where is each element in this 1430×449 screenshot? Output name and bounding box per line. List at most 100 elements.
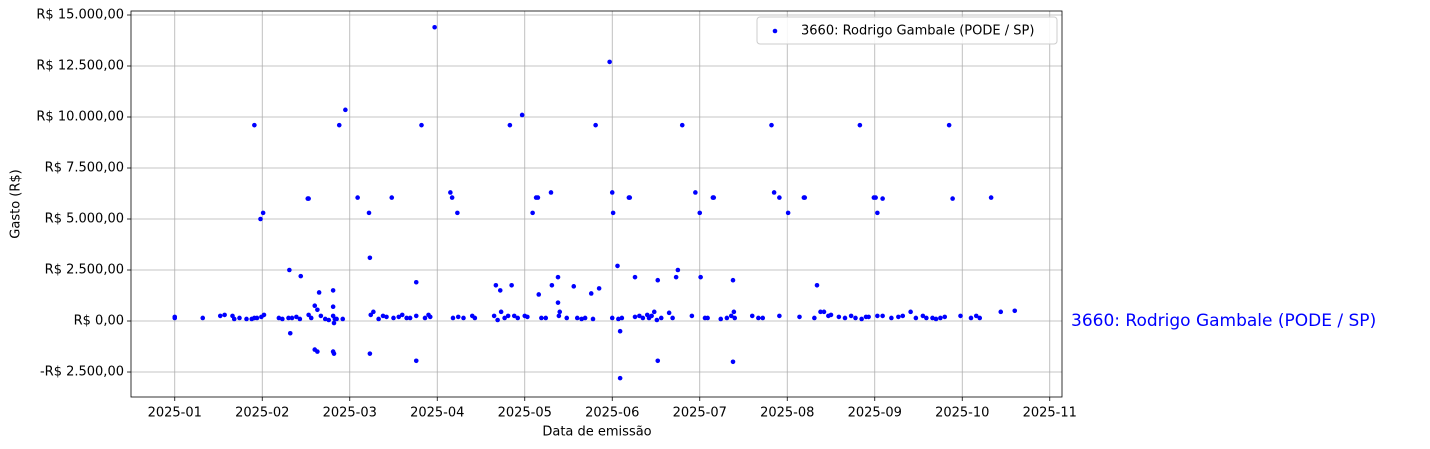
point (873, 195, 878, 200)
x-tick-label: 2025-03 (323, 406, 377, 421)
point (582, 315, 588, 321)
point (732, 315, 738, 321)
point (697, 210, 703, 216)
point (615, 263, 620, 269)
point (718, 316, 724, 322)
point (217, 313, 223, 319)
point (930, 315, 935, 321)
point (619, 315, 625, 321)
point (609, 190, 615, 195)
point (938, 315, 943, 321)
point (507, 122, 513, 128)
x-tick-label: 2025-01 (148, 406, 202, 421)
point (880, 313, 885, 319)
point (509, 283, 514, 288)
point (859, 316, 864, 322)
point (797, 314, 802, 320)
x-tick-label: 2025-10 (935, 406, 989, 421)
point (875, 210, 880, 216)
point (842, 315, 848, 321)
point (896, 314, 901, 320)
point (330, 288, 336, 293)
point (355, 195, 360, 200)
x-tick-label: 2025-05 (498, 406, 552, 421)
point (973, 313, 979, 319)
point (258, 216, 263, 222)
point (908, 309, 913, 315)
point (617, 328, 623, 334)
point (749, 313, 755, 319)
point (432, 24, 437, 30)
y-tick-label: R$ 12.500,00 (36, 59, 124, 74)
point (315, 307, 320, 313)
point (287, 267, 292, 273)
point (396, 314, 402, 320)
point (777, 313, 782, 319)
point (413, 279, 419, 285)
point (564, 315, 570, 321)
point (505, 313, 511, 319)
point (771, 190, 777, 195)
point (511, 313, 517, 319)
point (785, 210, 791, 216)
point (315, 349, 320, 354)
point (491, 313, 497, 319)
point (607, 59, 612, 65)
point (455, 210, 460, 216)
x-tick-label: 2025-09 (848, 406, 902, 421)
point (548, 190, 554, 195)
point (493, 283, 499, 288)
point (535, 195, 541, 200)
point (958, 313, 963, 319)
point (875, 313, 880, 319)
point (555, 300, 561, 305)
point (495, 317, 500, 323)
y-axis-label: Gasto (R$) (9, 169, 24, 238)
point (590, 316, 596, 322)
point (769, 122, 774, 128)
point (658, 315, 664, 321)
point (920, 313, 926, 319)
point (413, 358, 419, 364)
point (814, 283, 820, 288)
legend-marker (772, 28, 778, 34)
point (422, 315, 428, 321)
point (450, 315, 456, 321)
point (946, 122, 952, 128)
point (853, 315, 858, 321)
point (461, 315, 466, 321)
x-tick-label: 2025-07 (673, 406, 727, 421)
point (777, 195, 782, 200)
point (280, 316, 285, 322)
y-tick-label: R$ 15.000,00 (36, 7, 124, 22)
point (543, 315, 549, 321)
series-annotation: 3660: Rodrigo Gambale (PODE / SP) (1071, 311, 1376, 331)
point (519, 112, 525, 118)
point (368, 312, 374, 318)
point (200, 315, 206, 321)
point (472, 315, 478, 321)
point (404, 315, 409, 321)
point (331, 320, 337, 326)
point (968, 315, 974, 321)
point (818, 309, 823, 315)
point (649, 313, 654, 319)
point (812, 315, 817, 321)
point (498, 309, 504, 315)
point (318, 313, 324, 319)
point (596, 286, 602, 291)
point (289, 315, 295, 321)
point (557, 309, 563, 315)
point (651, 309, 657, 315)
point (857, 122, 863, 128)
point (497, 288, 503, 293)
point (731, 309, 737, 315)
point (760, 315, 766, 321)
point (617, 375, 623, 381)
point (380, 313, 386, 319)
point (724, 315, 730, 321)
point (670, 315, 675, 321)
point (252, 122, 257, 128)
point (334, 316, 339, 322)
